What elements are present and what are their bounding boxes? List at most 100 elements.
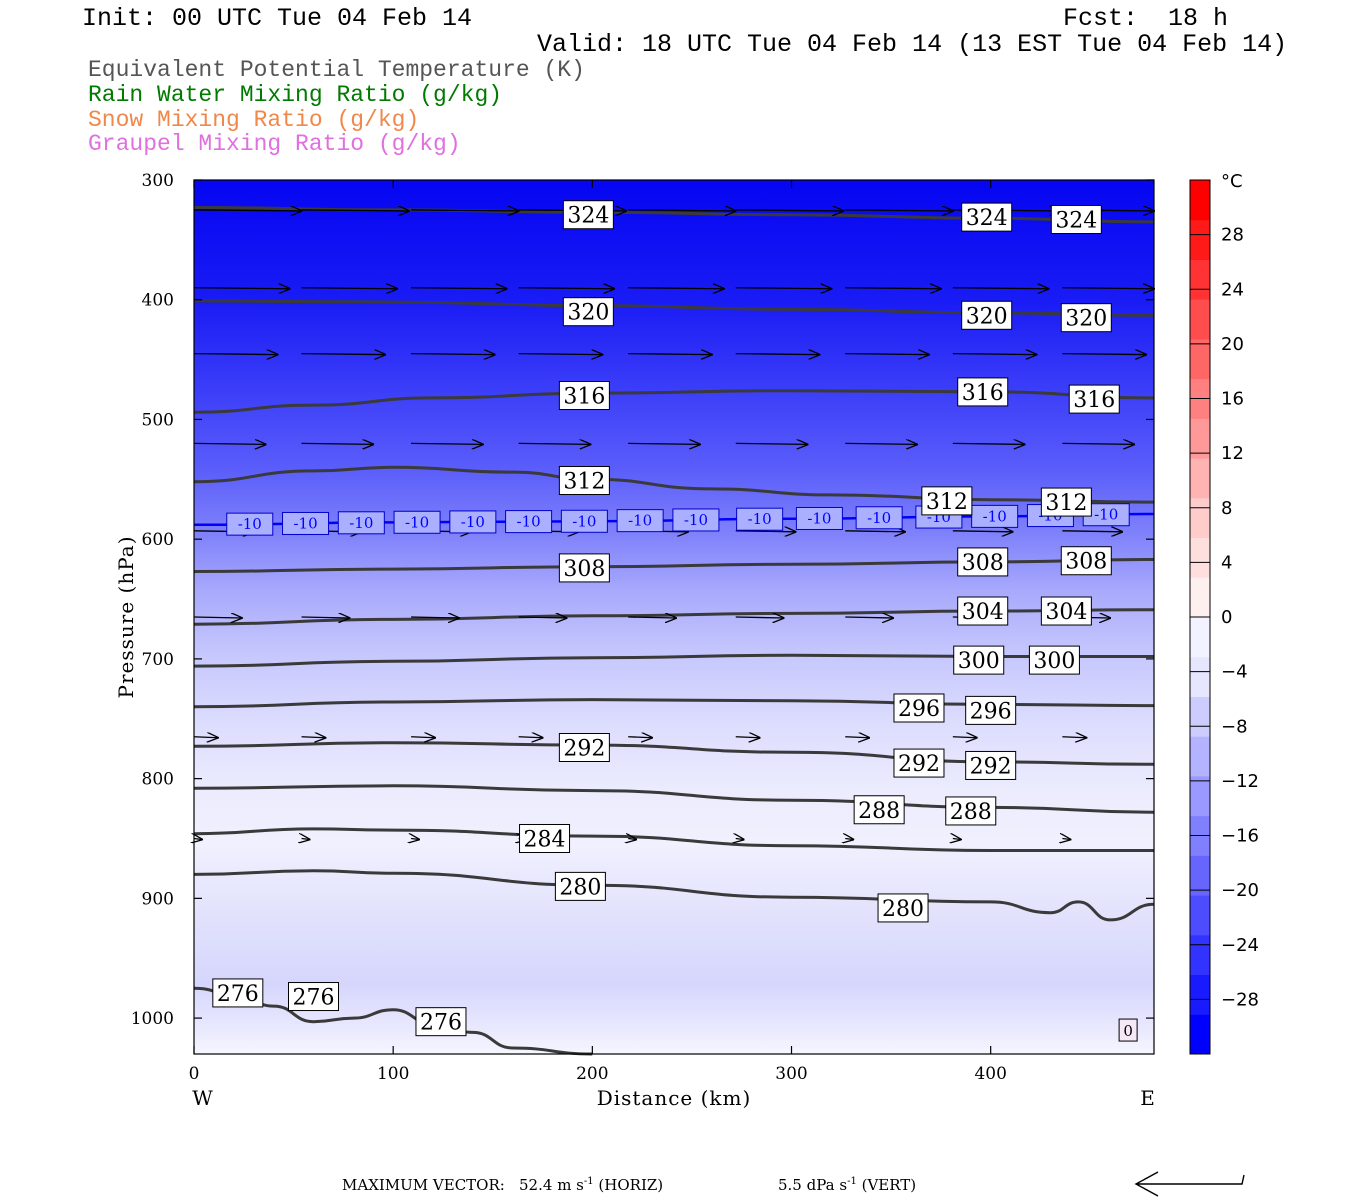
temperature-label: -10 bbox=[807, 509, 831, 527]
x-axis-west-label: W bbox=[192, 1086, 214, 1110]
temperature-label-box bbox=[337, 511, 385, 535]
wind-vector bbox=[845, 531, 905, 532]
wind-vector bbox=[952, 531, 1013, 532]
wind-vector bbox=[1062, 354, 1146, 355]
wind-vector bbox=[735, 443, 808, 444]
colorbar-swatch bbox=[1190, 855, 1210, 896]
contour-label: 308 bbox=[962, 551, 1004, 576]
colorbar-tick-label: 28 bbox=[1221, 225, 1244, 246]
temperature-label: -10 bbox=[405, 513, 429, 531]
wind-vector bbox=[735, 288, 832, 289]
colorbar-tick-label: 24 bbox=[1221, 279, 1244, 300]
contour-label-box bbox=[554, 871, 606, 901]
y-tick-label: 700 bbox=[142, 650, 174, 670]
x-tick-label: 400 bbox=[974, 1064, 1006, 1084]
zero-label: 0 bbox=[1123, 1022, 1133, 1040]
wind-vector bbox=[628, 443, 700, 444]
wind-vector bbox=[628, 354, 712, 355]
colorbar-swatch bbox=[1190, 736, 1210, 777]
colorbar-swatch bbox=[1190, 696, 1210, 737]
temperature-label-box bbox=[855, 506, 903, 530]
temperature-label-box bbox=[672, 508, 720, 532]
wind-vector bbox=[193, 443, 266, 444]
temperature-label-box bbox=[505, 510, 553, 534]
max-vector-label: MAXIMUM VECTOR: bbox=[342, 1176, 505, 1194]
colorbar-tick-label: −4 bbox=[1221, 662, 1248, 683]
contour-labels: 324 324 324 320 320 320 316 316 316 312 312 312 308 3… bbox=[212, 200, 1138, 1042]
colorbar-swatch bbox=[1190, 617, 1210, 658]
y-tick-label: 900 bbox=[142, 889, 174, 909]
wind-vector bbox=[518, 737, 543, 738]
colorbar-tick-label: −8 bbox=[1221, 716, 1248, 737]
colorbar-tick-label: 8 bbox=[1221, 498, 1232, 519]
wind-vector bbox=[518, 354, 603, 355]
y-axis-title: Pressure (hPa) bbox=[114, 536, 138, 699]
contour-label-box bbox=[961, 202, 1013, 232]
vert-unit: dPa s bbox=[806, 1176, 848, 1194]
colorbar-tick-label: −28 bbox=[1221, 989, 1259, 1010]
temperature-label-box bbox=[449, 510, 497, 534]
contour-label-box bbox=[1040, 487, 1092, 517]
contour-label: 292 bbox=[970, 754, 1012, 779]
temperature-label: -10 bbox=[983, 507, 1007, 525]
wind-vector bbox=[193, 354, 278, 355]
wind-vector bbox=[735, 617, 784, 618]
wind-vector bbox=[628, 737, 652, 738]
wind-vector bbox=[845, 210, 953, 211]
contour-label: 292 bbox=[563, 737, 605, 762]
y-tick-label: 300 bbox=[142, 171, 174, 191]
axes: 300 400 500 600 700 800 900 1000 0 100 200 300 400 bbox=[131, 171, 1154, 1084]
contour-label-box bbox=[957, 596, 1009, 626]
temperature-label-box bbox=[560, 509, 608, 533]
wind-vector bbox=[1062, 737, 1086, 738]
forecast-label: Fcst: bbox=[1063, 4, 1139, 33]
wind-vector bbox=[1062, 443, 1134, 444]
plot-frame bbox=[193, 179, 1155, 1055]
wind-vector bbox=[193, 288, 290, 289]
contour-label: 276 bbox=[293, 986, 335, 1011]
contour-label-box bbox=[558, 733, 610, 763]
contour-label-box bbox=[953, 645, 1005, 675]
temperature-label: -10 bbox=[238, 515, 262, 533]
horiz-value: 52.4 bbox=[519, 1176, 553, 1194]
contour-label: 324 bbox=[567, 204, 609, 229]
legend-snow: Snow Mixing Ratio (g/kg) bbox=[88, 107, 420, 133]
temperature-label-box bbox=[282, 511, 330, 535]
colorbar-swatch bbox=[1190, 934, 1210, 976]
temperature-label-box bbox=[795, 506, 843, 530]
colorbar-tick-label: 12 bbox=[1221, 443, 1244, 464]
temperature-label: -10 bbox=[349, 514, 373, 532]
wind-vector bbox=[845, 354, 929, 355]
wind-vector bbox=[301, 354, 386, 355]
contour-label-box bbox=[1040, 596, 1092, 626]
colorbar-swatch bbox=[1190, 656, 1210, 697]
y-tick-label: 600 bbox=[142, 530, 174, 550]
temperature-label: -10 bbox=[867, 509, 891, 527]
colorbar-swatch bbox=[1190, 418, 1210, 459]
colorbar-tick-label: −20 bbox=[1221, 880, 1259, 901]
contour-label: 288 bbox=[950, 800, 992, 825]
colorbar: 28 24 20 16 12 8 4 0 −4 −8 −12 −16 −20 −24 −28 bbox=[1189, 179, 1259, 1055]
x-tick-label: 100 bbox=[377, 1064, 409, 1084]
contour-label-box bbox=[957, 547, 1009, 577]
y-tick-label: 800 bbox=[142, 770, 174, 790]
contour-label-box bbox=[853, 795, 905, 825]
wind-vector bbox=[952, 443, 1025, 444]
contour-label-box bbox=[961, 300, 1013, 330]
temperature-label: -10 bbox=[1094, 506, 1118, 524]
colorbar-swatch bbox=[1190, 458, 1210, 499]
contour-label-box bbox=[562, 297, 614, 327]
contour-label: 320 bbox=[567, 301, 609, 326]
wind-vector bbox=[518, 443, 591, 444]
theta-e-contour-280 bbox=[193, 869, 1155, 922]
wind-vector bbox=[301, 210, 410, 211]
contour-label-box bbox=[212, 978, 264, 1008]
colorbar-tick-label: 4 bbox=[1221, 552, 1232, 573]
y-tick-label: 500 bbox=[142, 410, 174, 430]
wind-vector bbox=[628, 210, 736, 211]
y-tick-label: 400 bbox=[142, 291, 174, 311]
wind-vector bbox=[411, 288, 507, 289]
wind-vector bbox=[302, 838, 310, 839]
temperature-label: -10 bbox=[293, 514, 317, 532]
